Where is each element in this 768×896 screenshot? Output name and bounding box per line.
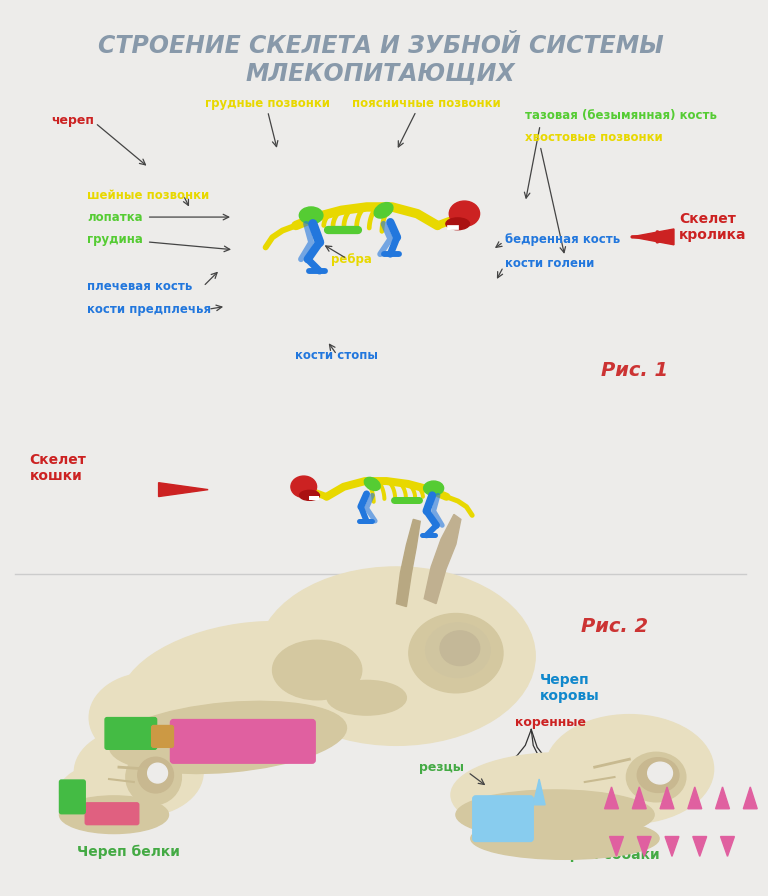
Ellipse shape: [258, 567, 535, 745]
Ellipse shape: [74, 728, 204, 816]
Text: грудные позвонки: грудные позвонки: [205, 97, 330, 109]
Text: СТРОЕНИЕ СКЕЛЕТА И ЗУБНОЙ СИСТЕМЫ: СТРОЕНИЕ СКЕЛЕТА И ЗУБНОЙ СИСТЕМЫ: [98, 34, 664, 57]
Text: череп: череп: [51, 115, 94, 127]
Text: клыки: клыки: [463, 810, 508, 823]
Circle shape: [137, 757, 174, 793]
Text: лопатка: лопатка: [88, 211, 143, 224]
Text: ребра: ребра: [332, 254, 372, 266]
Polygon shape: [660, 787, 674, 809]
Text: МЛЕКОПИТАЮЩИХ: МЛЕКОПИТАЮЩИХ: [246, 62, 515, 85]
FancyBboxPatch shape: [151, 726, 174, 747]
Text: грудина: грудина: [88, 233, 143, 246]
Text: Череп собаки: Череп собаки: [549, 848, 660, 862]
Ellipse shape: [456, 790, 654, 840]
Text: резцы: резцы: [419, 761, 464, 773]
Polygon shape: [424, 514, 461, 604]
Polygon shape: [604, 787, 618, 809]
Polygon shape: [693, 837, 707, 857]
Ellipse shape: [446, 218, 469, 229]
Text: Скелет
кролика: Скелет кролика: [679, 211, 746, 242]
Ellipse shape: [300, 490, 319, 500]
Polygon shape: [716, 787, 730, 809]
Text: Череп
коровы: Череп коровы: [540, 673, 600, 703]
Ellipse shape: [449, 201, 479, 227]
Polygon shape: [533, 779, 545, 805]
Text: плечевая кость: плечевая кость: [88, 280, 193, 293]
Ellipse shape: [59, 764, 149, 819]
Circle shape: [147, 763, 167, 783]
Text: шейные позвонки: шейные позвонки: [88, 189, 210, 202]
Text: Рис. 1: Рис. 1: [601, 361, 668, 380]
Ellipse shape: [545, 715, 713, 823]
Text: кости стопы: кости стопы: [296, 349, 379, 362]
Text: Череп белки: Череп белки: [78, 844, 180, 858]
Ellipse shape: [471, 818, 659, 859]
Ellipse shape: [89, 673, 208, 762]
FancyBboxPatch shape: [59, 780, 85, 814]
Text: кости предплечья: кости предплечья: [88, 303, 211, 315]
Ellipse shape: [374, 202, 393, 218]
Ellipse shape: [647, 762, 673, 784]
Ellipse shape: [273, 641, 362, 700]
Polygon shape: [158, 483, 208, 496]
Polygon shape: [688, 787, 702, 809]
Ellipse shape: [440, 631, 480, 666]
Polygon shape: [396, 520, 420, 607]
Polygon shape: [665, 837, 679, 857]
FancyBboxPatch shape: [85, 803, 139, 824]
Polygon shape: [637, 837, 651, 857]
Polygon shape: [632, 787, 646, 809]
Ellipse shape: [327, 680, 406, 715]
Polygon shape: [743, 787, 757, 809]
Text: бедренная кость: бедренная кость: [505, 233, 621, 246]
Ellipse shape: [109, 702, 346, 773]
Polygon shape: [720, 837, 734, 857]
Text: Рис. 2: Рис. 2: [581, 617, 648, 636]
FancyBboxPatch shape: [473, 796, 533, 841]
Ellipse shape: [120, 622, 376, 754]
Ellipse shape: [291, 476, 316, 497]
Circle shape: [126, 749, 181, 805]
Text: коренные: коренные: [515, 716, 585, 729]
Text: кости голени: кости голени: [505, 257, 595, 271]
Polygon shape: [631, 229, 674, 245]
FancyBboxPatch shape: [170, 719, 315, 763]
Ellipse shape: [409, 614, 503, 693]
FancyBboxPatch shape: [105, 718, 157, 749]
Text: тазовая (безымянная) кость: тазовая (безымянная) кость: [525, 109, 717, 123]
Text: поясничные позвонки: поясничные позвонки: [352, 97, 501, 109]
Text: хвостовые позвонки: хвостовые позвонки: [525, 132, 663, 144]
Text: Скелет
кошки: Скелет кошки: [30, 452, 87, 483]
Ellipse shape: [451, 753, 669, 837]
Ellipse shape: [424, 481, 444, 495]
Ellipse shape: [425, 623, 490, 677]
Ellipse shape: [364, 478, 380, 490]
Polygon shape: [610, 837, 624, 857]
Ellipse shape: [637, 758, 679, 792]
Ellipse shape: [59, 796, 168, 833]
Ellipse shape: [300, 207, 323, 224]
Ellipse shape: [627, 753, 686, 802]
